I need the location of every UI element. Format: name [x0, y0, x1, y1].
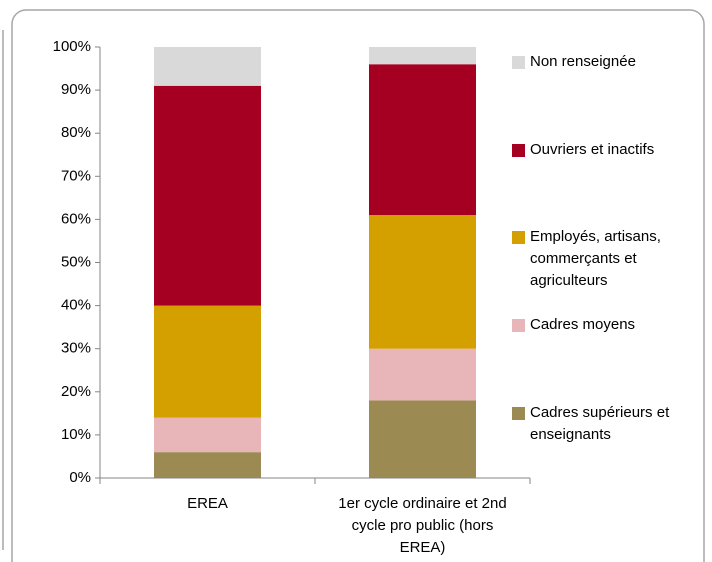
y-tick-label: 40% — [61, 297, 91, 314]
legend-swatch — [512, 144, 525, 157]
legend-swatch — [512, 319, 525, 332]
legend-swatch — [512, 56, 525, 69]
legend-item: Employés, artisans, commerçants et agric… — [512, 226, 705, 292]
legend-label: Employés, artisans, commerçants et agric… — [530, 228, 661, 289]
y-tick-label: 0% — [69, 469, 91, 486]
bar-segment — [154, 417, 261, 453]
y-tick-label: 80% — [61, 124, 91, 141]
y-tick-label: 30% — [61, 340, 91, 357]
x-tick-label: EREA — [187, 495, 228, 512]
y-tick-label: 50% — [61, 253, 91, 270]
bar-segment — [154, 47, 261, 86]
legend-label: Cadres supérieurs et enseignants — [530, 404, 670, 443]
y-tick-label: 90% — [61, 81, 91, 98]
bar-segment — [369, 348, 476, 401]
legend-label: Non renseignée — [530, 53, 636, 70]
y-tick-label: 10% — [61, 426, 91, 443]
legend-item: Cadres moyens — [512, 314, 705, 336]
bar-segment — [154, 452, 261, 478]
legend-label: Ouvriers et inactifs — [530, 141, 655, 158]
bar-segment — [369, 47, 476, 65]
y-tick-label: 60% — [61, 210, 91, 227]
bar-segment — [154, 305, 261, 418]
legend-item: Non renseignée — [512, 51, 705, 73]
y-tick-label: 70% — [61, 167, 91, 184]
legend-label: Cadres moyens — [530, 316, 636, 333]
y-tick-label: 20% — [61, 383, 91, 400]
y-tick-label: 100% — [53, 38, 91, 55]
bar-segment — [369, 400, 476, 478]
bar-segment — [369, 64, 476, 216]
legend-item: Cadres supérieurs et enseignants — [512, 402, 705, 446]
bar-segment — [369, 215, 476, 349]
legend-swatch — [512, 231, 525, 244]
legend-swatch — [512, 407, 525, 420]
bar-segment — [154, 85, 261, 306]
x-tick-label: 1er cycle ordinaire et 2nd cycle pro pub… — [338, 495, 507, 556]
legend-item: Ouvriers et inactifs — [512, 139, 705, 161]
